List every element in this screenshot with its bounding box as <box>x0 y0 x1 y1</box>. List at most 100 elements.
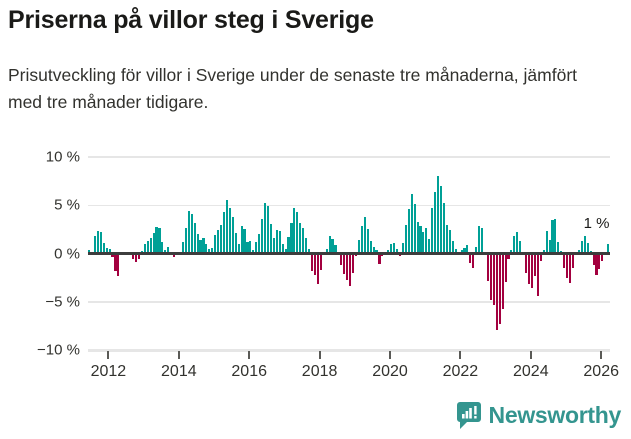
y-axis-tick-label: 10 % <box>45 148 80 166</box>
bar <box>583 236 586 254</box>
bar <box>284 248 287 254</box>
bar <box>466 244 469 254</box>
bar <box>504 253 507 283</box>
bar <box>325 248 328 254</box>
x-axis-tick-label: 2012 <box>90 363 127 380</box>
bar <box>410 193 413 254</box>
bar <box>184 228 187 254</box>
newsworthy-logo[interactable]: Newsworthy <box>456 402 621 429</box>
y-axis-tick-label: 0 % <box>54 245 80 262</box>
bar <box>255 241 258 254</box>
bar <box>240 226 243 254</box>
bar <box>607 243 610 254</box>
bar <box>146 240 149 254</box>
bar <box>161 241 164 254</box>
bar <box>563 253 566 268</box>
x-axis-tick <box>248 351 251 359</box>
x-axis-tick <box>107 351 110 359</box>
bar <box>261 218 264 254</box>
bar <box>530 253 534 289</box>
bar <box>601 253 604 262</box>
bar <box>331 239 334 254</box>
bar <box>460 249 463 254</box>
bar <box>448 230 451 254</box>
y-axis-tick-label: 5 % <box>54 196 80 214</box>
bar <box>580 240 583 254</box>
bar <box>99 232 102 254</box>
x-axis-tick-label: 2024 <box>513 363 549 380</box>
bar <box>190 213 193 254</box>
bar <box>413 204 416 254</box>
bar <box>313 253 316 275</box>
bar <box>475 246 478 254</box>
bar <box>454 248 457 254</box>
bar <box>108 248 111 254</box>
bar <box>278 231 281 254</box>
bar <box>395 248 399 254</box>
x-axis-tick <box>600 351 603 359</box>
bar <box>214 235 217 254</box>
bar <box>316 253 319 285</box>
zero-baseline <box>88 252 610 255</box>
bar <box>275 230 278 254</box>
bar <box>217 230 220 254</box>
bar <box>114 253 117 271</box>
bar <box>516 232 519 254</box>
bar <box>425 228 428 254</box>
bar <box>437 176 440 254</box>
bar <box>237 243 240 254</box>
bar <box>404 224 407 254</box>
bar <box>554 218 557 254</box>
bar <box>193 222 196 254</box>
bar <box>407 209 410 254</box>
x-axis-tick-label: 2022 <box>442 363 479 380</box>
bar <box>363 216 366 254</box>
bar <box>419 226 422 254</box>
bar <box>134 253 138 263</box>
bar <box>527 253 531 285</box>
bar <box>102 242 105 254</box>
bar <box>340 253 343 266</box>
gridline <box>88 156 610 158</box>
x-axis-tick-label: 2016 <box>231 363 267 380</box>
bar <box>592 253 595 266</box>
bar <box>246 241 249 254</box>
bar-chart: 10 % 5 % 0 % −5 % −10 % 1 % 2012 2014 2016 2018… <box>0 140 631 390</box>
bar <box>158 228 161 254</box>
bar <box>219 224 223 254</box>
bar <box>88 249 91 254</box>
x-axis-tick-label: 2026 <box>583 363 619 380</box>
bar <box>451 240 454 254</box>
bar <box>205 243 208 254</box>
bar <box>199 239 202 254</box>
bar <box>375 249 378 254</box>
bar <box>431 208 434 254</box>
gridline <box>88 301 610 303</box>
bar <box>360 226 363 254</box>
bar <box>105 247 108 254</box>
page-title: Priserna på villor steg i Sverige <box>8 6 374 34</box>
bar <box>557 241 560 254</box>
bar <box>152 233 155 254</box>
chart-footer: Newsworthy <box>0 398 631 439</box>
bar <box>228 208 231 254</box>
bar <box>346 253 349 280</box>
x-axis-tick-label: 2018 <box>301 363 338 380</box>
bar <box>472 253 475 268</box>
bar <box>290 222 293 254</box>
bar <box>378 253 381 265</box>
bar <box>149 238 152 254</box>
y-axis-labels: 10 % 5 % 0 % −5 % −10 % <box>0 149 80 359</box>
bar <box>225 200 228 254</box>
bar <box>131 253 135 260</box>
bar <box>598 253 601 269</box>
x-axis-tick-label: 2020 <box>372 363 408 380</box>
bar <box>533 253 536 276</box>
x-axis: 2012 2014 2016 2018 2020 2022 2024 2026 <box>88 350 619 390</box>
bar <box>208 248 211 254</box>
bar <box>481 228 484 254</box>
bar <box>96 231 99 254</box>
bar <box>577 249 580 254</box>
bar <box>548 239 551 254</box>
value-annotation: 1 % <box>583 214 610 232</box>
